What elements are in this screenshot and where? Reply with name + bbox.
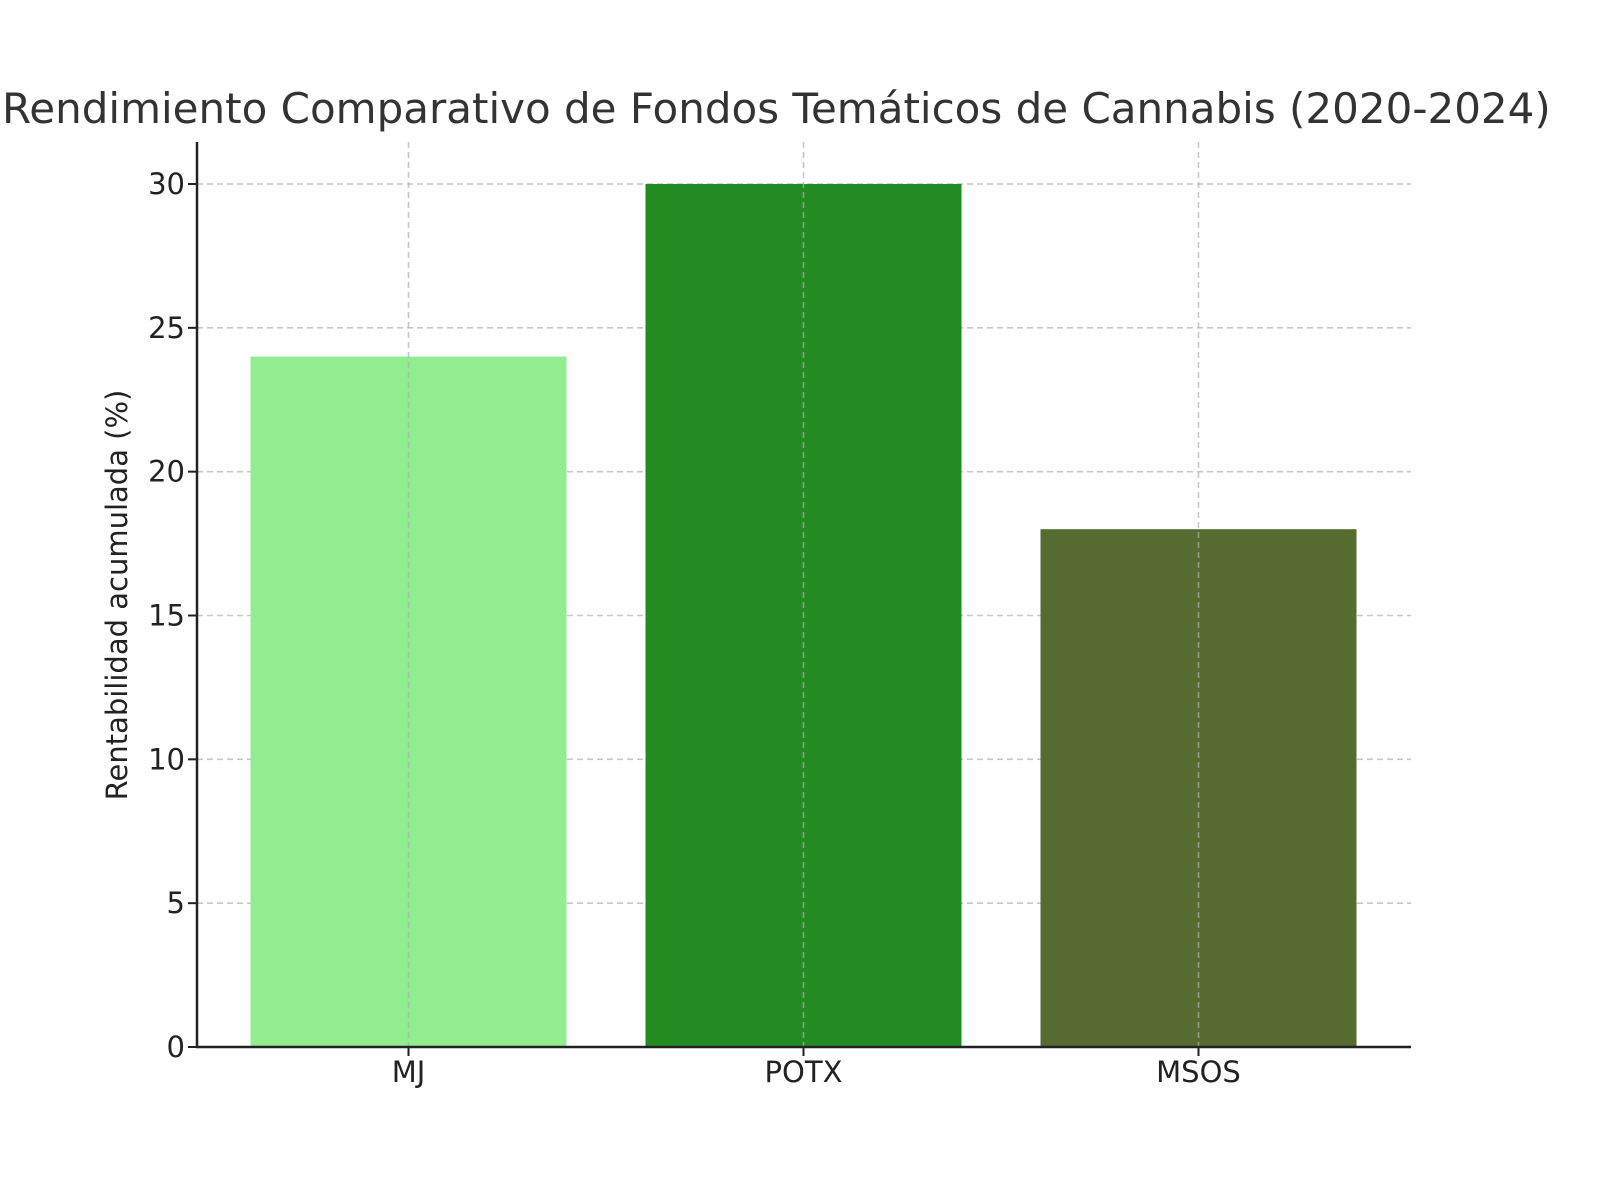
tick-labels: 0 5 10 15 20 25 30 MJ POTX MSOS bbox=[148, 167, 1241, 1089]
y-tick-label: 5 bbox=[167, 886, 185, 920]
y-tick-label: 0 bbox=[167, 1030, 185, 1064]
y-tick-label: 10 bbox=[148, 742, 185, 776]
bar-mj bbox=[250, 356, 567, 1048]
bars bbox=[250, 142, 1357, 1048]
y-tick-label: 15 bbox=[148, 599, 185, 633]
axes bbox=[188, 142, 1411, 1056]
x-tick-label: POTX bbox=[765, 1055, 843, 1089]
y-tick-label: 20 bbox=[148, 455, 185, 489]
x-tick-label: MSOS bbox=[1156, 1055, 1241, 1089]
y-tick-label: 25 bbox=[148, 311, 185, 345]
chart-title: Rendimiento Comparativo de Fondos Temáti… bbox=[2, 84, 1551, 133]
y-tick-label: 30 bbox=[148, 167, 185, 201]
x-tick-label: MJ bbox=[392, 1055, 426, 1089]
